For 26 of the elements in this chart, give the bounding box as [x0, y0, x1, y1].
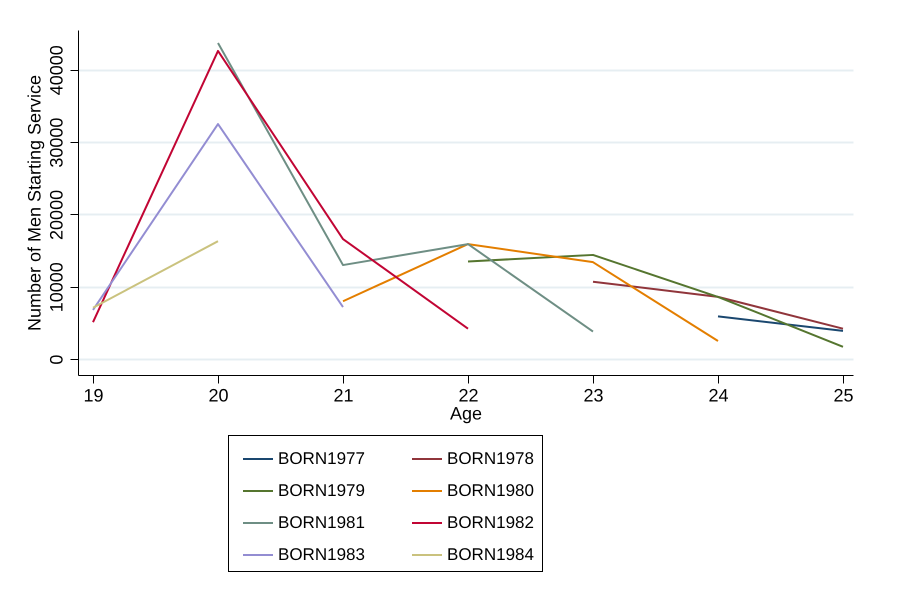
legend-label: BORN1978 — [447, 449, 534, 468]
y-tick-label: 20000 — [46, 190, 66, 240]
legend-label: BORN1983 — [278, 545, 365, 564]
legend-label: BORN1977 — [278, 449, 365, 468]
x-tick-label: 22 — [458, 386, 479, 406]
y-axis-title: Number of Men Starting Service — [24, 74, 44, 332]
x-tick-label: 19 — [83, 386, 104, 406]
x-tick-label: 24 — [708, 386, 729, 406]
line-series — [92, 50, 469, 330]
y-tick-label: 0 — [46, 354, 66, 365]
y-tick-label: 30000 — [46, 118, 66, 168]
x-tick-label: 21 — [333, 386, 354, 406]
legend-label: BORN1981 — [278, 513, 365, 532]
x-tick-label: 20 — [208, 386, 229, 406]
x-axis-title: Age — [450, 404, 482, 424]
legend-label: BORN1980 — [447, 481, 534, 500]
legend-label: BORN1979 — [278, 481, 365, 500]
x-tick-label: 25 — [833, 386, 854, 406]
line-series — [467, 254, 844, 348]
legend-label: BORN1984 — [447, 545, 534, 564]
x-tick-label: 23 — [583, 386, 604, 406]
legend-label: BORN1982 — [447, 513, 534, 532]
y-tick-label: 10000 — [46, 262, 66, 312]
line-series — [217, 42, 594, 333]
y-tick-label: 40000 — [46, 45, 66, 96]
line-series — [342, 243, 719, 342]
